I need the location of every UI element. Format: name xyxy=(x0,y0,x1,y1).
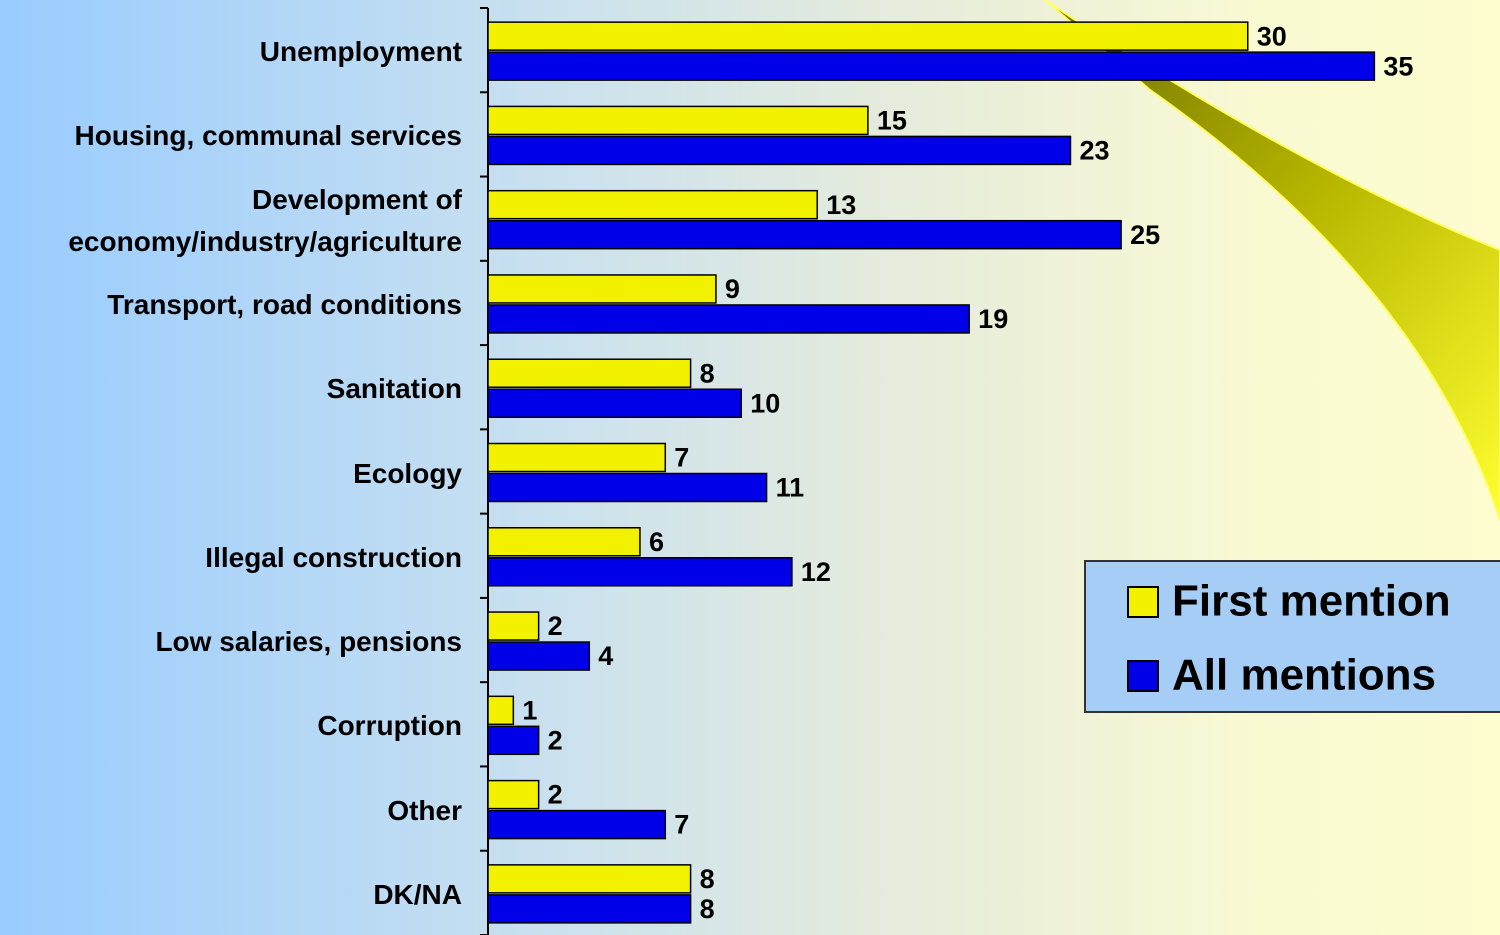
value-label: 35 xyxy=(1383,51,1413,81)
bar xyxy=(487,864,692,894)
value-label: 6 xyxy=(649,527,664,557)
category-label: Sanitation xyxy=(326,373,462,405)
category-label: Other xyxy=(387,794,462,826)
legend-label: All mentions xyxy=(1172,651,1436,700)
bar xyxy=(487,358,692,388)
value-label: 8 xyxy=(700,864,715,894)
bar xyxy=(487,557,793,587)
value-label: 8 xyxy=(700,894,715,924)
category-label: Housing, communal services xyxy=(74,120,462,152)
bar xyxy=(487,894,692,924)
value-label: 1 xyxy=(522,695,537,725)
value-label: 19 xyxy=(978,304,1008,334)
value-label: 11 xyxy=(776,473,805,503)
bar xyxy=(487,388,742,418)
bar xyxy=(487,135,1072,166)
bar xyxy=(487,809,667,840)
value-label: 2 xyxy=(548,780,563,810)
legend-swatch xyxy=(1127,586,1159,618)
bar xyxy=(487,21,1249,51)
value-label: 7 xyxy=(674,443,689,473)
bar xyxy=(487,442,667,473)
value-label: 15 xyxy=(877,106,907,136)
bar xyxy=(487,274,717,304)
bar xyxy=(487,189,818,220)
category-label: Transport, road conditions xyxy=(107,288,462,320)
value-label: 9 xyxy=(725,274,740,304)
bar xyxy=(487,611,540,641)
value-label: 12 xyxy=(801,557,831,587)
bar xyxy=(487,105,869,136)
legend-swatch xyxy=(1127,660,1159,692)
value-label: 23 xyxy=(1079,136,1109,166)
category-label: Unemployment xyxy=(259,36,462,68)
value-label: 30 xyxy=(1257,21,1287,51)
legend-label: First mention xyxy=(1172,577,1451,626)
category-label: Ecology xyxy=(353,457,462,489)
category-label: Corruption xyxy=(317,710,462,742)
bar xyxy=(487,641,591,671)
value-label: 4 xyxy=(598,641,613,671)
value-label: 2 xyxy=(548,725,563,755)
category-label: Development of economy/industry/agricult… xyxy=(68,183,462,257)
bar xyxy=(487,51,1376,81)
category-label: Illegal construction xyxy=(205,541,462,573)
bar xyxy=(487,527,641,557)
value-label: 7 xyxy=(674,810,689,840)
bar xyxy=(487,695,515,726)
value-label: 8 xyxy=(700,358,715,388)
value-label: 25 xyxy=(1130,220,1160,250)
category-label: DK/NA xyxy=(373,878,462,910)
bar xyxy=(487,725,540,756)
category-label: Low salaries, pensions xyxy=(155,626,462,658)
bar xyxy=(487,779,540,810)
bar xyxy=(487,304,970,334)
value-label: 13 xyxy=(826,190,856,220)
bar xyxy=(487,472,768,503)
value-label: 10 xyxy=(750,388,780,418)
value-label: 2 xyxy=(548,611,563,641)
bar xyxy=(487,219,1122,250)
